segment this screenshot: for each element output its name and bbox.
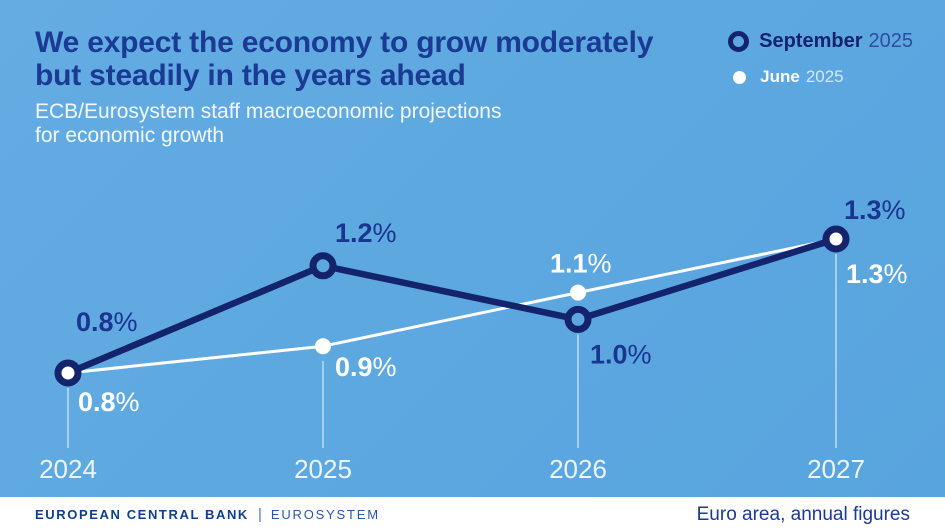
data-label: 1.3% — [846, 259, 908, 289]
data-label: 1.2% — [335, 218, 397, 248]
data-label: 1.1% — [550, 249, 612, 279]
subtitle-line-1: ECB/Eurosystem staff macroeconomic proje… — [35, 100, 502, 123]
legend-series-year: 2025 — [805, 67, 844, 86]
ecb-logo-text: EUROPEAN CENTRAL BANK — [35, 507, 249, 522]
legend-item-june: June 2025 — [728, 67, 913, 87]
growth-line-chart: 2024 2025 2026 2027 0.8% 0.9% 1.1% 1.3% 0.8% 1.2%… — [39, 195, 908, 484]
header: We expect the economy to grow moderately… — [35, 26, 695, 148]
x-axis-label: 2024 — [39, 454, 97, 484]
subtitle-line-2: for economic growth — [35, 124, 225, 147]
september-ring-icon — [728, 31, 750, 52]
footer-bar: EUROPEAN CENTRAL BANK | EUROSYSTEM Euro … — [0, 497, 945, 532]
ecb-logo: EUROPEAN CENTRAL BANK | EUROSYSTEM — [35, 506, 380, 523]
legend-series-year: 2025 — [868, 30, 914, 52]
data-label: 0.8% — [76, 307, 138, 337]
legend-item-september: September 2025 — [728, 30, 913, 53]
legend-series-name: September — [759, 30, 863, 52]
data-label: 1.3% — [844, 195, 906, 225]
september-point-marker — [564, 305, 592, 333]
legend-series-name: June — [760, 67, 800, 86]
logo-divider: | — [257, 506, 262, 523]
june-dot-icon — [733, 70, 747, 84]
chart-subtitle: ECB/Eurosystem staff macroeconomic proje… — [35, 100, 695, 148]
data-label: 1.0% — [590, 339, 652, 369]
series-line-september-2025 — [64, 235, 840, 377]
x-axis-label: 2025 — [294, 454, 352, 484]
x-axis-label: 2027 — [807, 454, 865, 484]
x-axis-label: 2026 — [549, 454, 607, 484]
title-line-2: but steadily in the years ahead — [35, 59, 466, 92]
footer-note: Euro area, annual figures — [696, 503, 910, 525]
data-label: 0.9% — [335, 352, 397, 382]
series-line-june-2025 — [66, 237, 838, 375]
september-point-marker — [309, 252, 337, 280]
data-label: 0.8% — [78, 387, 140, 417]
june-point-marker — [570, 284, 586, 301]
june-point-marker — [315, 338, 331, 355]
title-line-1: We expect the economy to grow moderately — [35, 26, 654, 59]
chart-legend: September 2025 June 2025 — [728, 30, 913, 101]
eurosystem-logo-text: EUROSYSTEM — [270, 507, 380, 522]
september-point-marker — [54, 359, 82, 387]
september-point-marker — [822, 225, 850, 253]
page-title: We expect the economy to grow moderately… — [35, 26, 695, 92]
